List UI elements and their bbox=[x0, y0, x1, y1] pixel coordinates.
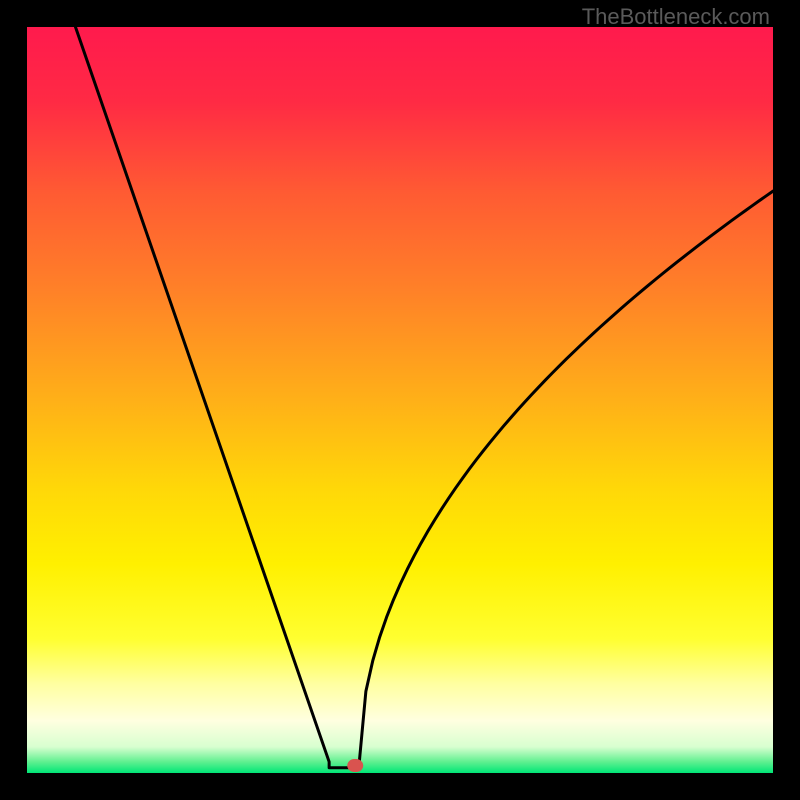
optimum-marker bbox=[347, 759, 363, 772]
bottleneck-curve bbox=[75, 27, 773, 768]
curve-svg bbox=[27, 27, 773, 773]
watermark-text: TheBottleneck.com bbox=[582, 4, 770, 30]
plot-area bbox=[27, 27, 773, 773]
chart-frame: TheBottleneck.com bbox=[0, 0, 800, 800]
